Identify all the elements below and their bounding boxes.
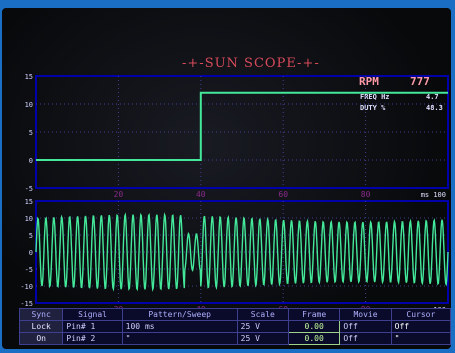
movie-toggle[interactable]: Off <box>339 332 392 345</box>
upper-y-axis: 15 10 5 0 -5 <box>25 73 33 193</box>
title-left-ornament: -+- <box>182 56 205 71</box>
header-signal: Signal <box>62 308 123 321</box>
freq-value: 4.7 <box>426 93 439 101</box>
upper-y-tick-label: -5 <box>25 185 33 193</box>
sweep-select[interactable]: " <box>121 332 238 345</box>
lock-button[interactable]: Lock <box>18 320 64 333</box>
upper-y-tick-label: 5 <box>29 129 33 137</box>
app-title-text: SUN SCOPE <box>204 56 298 71</box>
rpm-value: 777 <box>410 75 430 88</box>
freq-label: FREQ Hz <box>360 93 390 101</box>
channel-control-table: Sync Signal Pattern/Sweep Scale Frame Mo… <box>18 308 451 345</box>
header-sweep: Pattern/Sweep <box>121 308 238 321</box>
duty-value: 48.3 <box>426 104 443 112</box>
signal-select[interactable]: Pin# 2 <box>62 332 123 345</box>
lower-y-tick-label: -5 <box>25 266 33 274</box>
channel-row: Lock Pin# 1 100 ms 25 V 0.00 Off Off <box>18 320 451 333</box>
upper-x-unit-label: ms 100 <box>421 191 446 199</box>
sync-button[interactable]: Sync <box>18 308 64 321</box>
header-cursor: Cursor <box>390 308 451 321</box>
rpm-label: RPM <box>359 75 379 88</box>
on-button[interactable]: On <box>18 332 64 345</box>
scale-select[interactable]: 25 V <box>236 332 289 345</box>
header-scale: Scale <box>236 308 289 321</box>
movie-toggle[interactable]: Off <box>339 320 392 333</box>
cursor-toggle[interactable]: " <box>390 332 451 345</box>
upper-y-tick-label: 15 <box>25 73 33 81</box>
lower-y-axis: 15 10 5 0 -5 -10 -15 <box>20 198 33 308</box>
lower-y-tick-label: 0 <box>29 249 33 257</box>
upper-signal-trace <box>36 91 448 161</box>
frame-field[interactable]: 0.00 <box>287 320 341 333</box>
scope-screen: -+-SUN SCOPE-+- RPM 777 FREQ Hz 4.7 DUTY… <box>2 8 451 349</box>
header-movie: Movie <box>339 308 392 321</box>
upper-x-tick-label: 80 <box>361 190 371 199</box>
upper-x-tick-label: 60 <box>278 190 288 199</box>
scale-select[interactable]: 25 V <box>236 320 289 333</box>
lower-y-tick-label: -15 <box>20 300 33 308</box>
upper-x-axis: 20 40 60 80 ms 100 <box>114 190 446 199</box>
lower-y-tick-label: 10 <box>25 215 33 223</box>
upper-x-tick-label: 20 <box>114 190 124 199</box>
lower-y-tick-label: 5 <box>29 232 33 240</box>
duty-label: DUTY % <box>360 104 386 112</box>
lower-signal-trace <box>35 212 449 292</box>
frame-field[interactable]: 0.00 <box>287 332 341 345</box>
lower-y-tick-label: 15 <box>25 198 33 206</box>
upper-y-tick-label: 10 <box>25 101 33 109</box>
trace-display: 15 10 5 0 -5 20 40 60 80 ms 100 15 10 5 0 -5 -10 -15 2… <box>20 73 449 314</box>
channel-row: On Pin# 2 " 25 V 0.00 Off " <box>18 332 451 345</box>
upper-x-tick-label: 40 <box>196 190 206 199</box>
cursor-toggle[interactable]: Off <box>390 320 451 333</box>
signal-select[interactable]: Pin# 1 <box>62 320 123 333</box>
app-title: -+-SUN SCOPE-+- <box>182 56 320 71</box>
sweep-select[interactable]: 100 ms <box>121 320 238 333</box>
upper-y-tick-label: 0 <box>29 157 33 165</box>
title-right-ornament: -+- <box>297 56 320 71</box>
control-header-row: Sync Signal Pattern/Sweep Scale Frame Mo… <box>18 308 451 321</box>
lower-y-tick-label: -10 <box>20 283 33 291</box>
header-frame: Frame <box>287 308 341 321</box>
